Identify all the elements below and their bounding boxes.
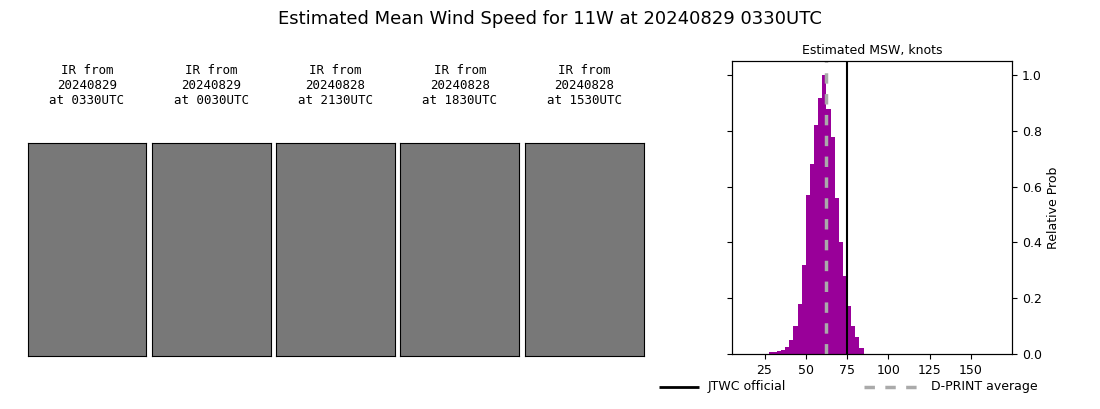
Bar: [772, 352, 777, 354]
Text: IR from
20240828
at 2130UTC: IR from 20240828 at 2130UTC: [298, 64, 373, 107]
Bar: [781, 350, 785, 354]
Bar: [859, 348, 864, 354]
Text: IR from
20240828
at 1830UTC: IR from 20240828 at 1830UTC: [422, 64, 497, 107]
Y-axis label: Relative Prob: Relative Prob: [1047, 166, 1060, 249]
Bar: [777, 351, 781, 354]
Bar: [785, 347, 790, 354]
Text: JTWC official: JTWC official: [708, 380, 786, 393]
Text: Estimated Mean Wind Speed for 11W at 20240829 0330UTC: Estimated Mean Wind Speed for 11W at 202…: [278, 10, 822, 28]
Bar: [838, 243, 843, 354]
Bar: [810, 164, 814, 354]
Bar: [798, 303, 802, 354]
Bar: [769, 352, 772, 354]
Bar: [847, 306, 851, 354]
Bar: [823, 75, 826, 354]
Bar: [793, 326, 798, 354]
Bar: [835, 198, 838, 354]
Text: D-PRINT average: D-PRINT average: [931, 380, 1037, 393]
Text: IR from
20240829
at 0330UTC: IR from 20240829 at 0330UTC: [50, 64, 124, 107]
Bar: [843, 276, 847, 354]
Bar: [790, 340, 793, 354]
Bar: [805, 195, 810, 354]
Text: IR from
20240829
at 0030UTC: IR from 20240829 at 0030UTC: [174, 64, 249, 107]
Bar: [856, 337, 859, 354]
Bar: [851, 326, 856, 354]
Bar: [814, 126, 818, 354]
Title: Estimated MSW, knots: Estimated MSW, knots: [802, 45, 942, 57]
Bar: [826, 109, 830, 354]
Text: IR from
20240828
at 1530UTC: IR from 20240828 at 1530UTC: [547, 64, 622, 107]
Bar: [818, 98, 823, 354]
Bar: [830, 137, 835, 354]
Bar: [802, 265, 805, 354]
